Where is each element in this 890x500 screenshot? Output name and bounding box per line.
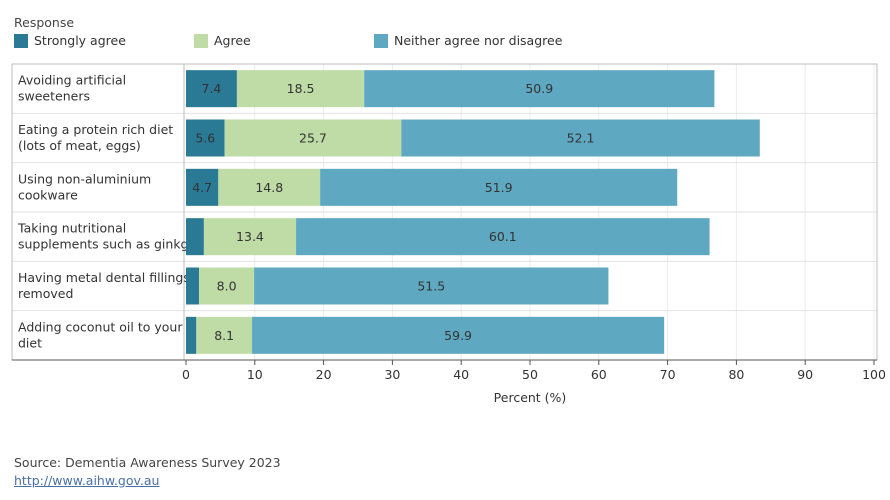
x-tick-label-5: 50 xyxy=(522,367,538,382)
bar-1-0 xyxy=(186,119,225,157)
bar-3-2 xyxy=(296,218,710,256)
category-label-4-0: Having metal dental fillings xyxy=(18,270,190,285)
bar-1-2 xyxy=(401,119,760,157)
x-tick-label-4: 40 xyxy=(453,367,469,382)
data-label-0-1: 18.5 xyxy=(287,81,315,96)
category-label-1-0: Eating a protein rich diet xyxy=(18,122,173,137)
bar-5-0 xyxy=(186,316,197,354)
category-label-2-1: cookware xyxy=(18,187,78,202)
legend-swatch-strongly-agree xyxy=(14,33,28,48)
x-tick-label-2: 20 xyxy=(316,367,332,382)
legend-swatch-neither xyxy=(374,33,388,48)
data-label-2-1: 14.8 xyxy=(255,180,283,195)
data-label-1-2: 52.1 xyxy=(567,131,595,146)
bar-2-1 xyxy=(218,168,321,206)
bar-4-1 xyxy=(199,267,255,305)
x-tick-label-8: 80 xyxy=(728,367,744,382)
data-label-2-2: 51.9 xyxy=(485,180,513,195)
x-tick-label-10: 100 xyxy=(862,367,886,382)
legend-label-neither: Neither agree nor disagree xyxy=(394,33,563,48)
data-label-4-1: 8.0 xyxy=(217,279,237,294)
category-label-1-1: (lots of meat, eggs) xyxy=(18,138,141,153)
bar-4-2 xyxy=(254,267,609,305)
category-label-0-0: Avoiding artificial xyxy=(18,73,126,88)
category-label-3-1: supplements such as ginkgo xyxy=(18,237,196,252)
bar-2-2 xyxy=(320,168,678,206)
source-note: Source: Dementia Awareness Survey 2023 xyxy=(14,455,281,470)
data-label-1-1: 25.7 xyxy=(299,131,327,146)
x-tick-label-3: 30 xyxy=(384,367,400,382)
data-label-5-2: 59.9 xyxy=(444,328,472,343)
legend-swatch-agree xyxy=(194,33,208,48)
data-label-4-2: 51.5 xyxy=(417,279,445,294)
bar-0-0 xyxy=(186,70,237,108)
data-label-1-0: 5.6 xyxy=(195,131,215,146)
x-tick-label-9: 90 xyxy=(797,367,813,382)
bar-3-1 xyxy=(203,218,297,256)
bar-3-0 xyxy=(186,218,204,256)
bar-0-1 xyxy=(236,70,365,108)
category-label-5-1: diet xyxy=(18,335,42,350)
x-tick-label-0: 0 xyxy=(182,367,190,382)
data-label-2-0: 4.7 xyxy=(192,180,212,195)
bar-2-0 xyxy=(186,168,219,206)
data-label-5-1: 8.1 xyxy=(214,328,234,343)
x-tick-label-7: 70 xyxy=(660,367,676,382)
bar-0-2 xyxy=(364,70,715,108)
x-axis-title: Percent (%) xyxy=(494,390,567,405)
legend-title: Response xyxy=(14,15,75,30)
legend-item-neither: Neither agree nor disagree xyxy=(374,33,562,48)
category-label-3-0: Taking nutritional xyxy=(17,221,126,236)
category-label-4-1: removed xyxy=(18,286,73,301)
legend-label-agree: Agree xyxy=(214,33,251,48)
bar-4-0 xyxy=(186,267,200,305)
source-link[interactable]: http://www.aihw.gov.au xyxy=(14,473,160,488)
x-tick-label-6: 60 xyxy=(591,367,607,382)
x-tick-label-1: 10 xyxy=(247,367,263,382)
legend-item-strongly-agree: Strongly agree xyxy=(14,33,126,48)
category-label-0-1: sweeteners xyxy=(18,89,90,104)
data-label-3-1: 13.4 xyxy=(236,229,264,244)
data-label-0-2: 50.9 xyxy=(525,81,553,96)
category-label-5-0: Adding coconut oil to your xyxy=(18,319,183,334)
bar-5-1 xyxy=(196,316,253,354)
bar-5-2 xyxy=(252,316,665,354)
legend-item-agree: Agree xyxy=(194,33,251,48)
bar-1-1 xyxy=(224,119,402,157)
category-label-2-0: Using non-aluminium xyxy=(18,171,151,186)
legend-label-strongly-agree: Strongly agree xyxy=(34,33,126,48)
data-label-3-2: 60.1 xyxy=(489,229,517,244)
data-label-0-0: 7.4 xyxy=(202,81,222,96)
